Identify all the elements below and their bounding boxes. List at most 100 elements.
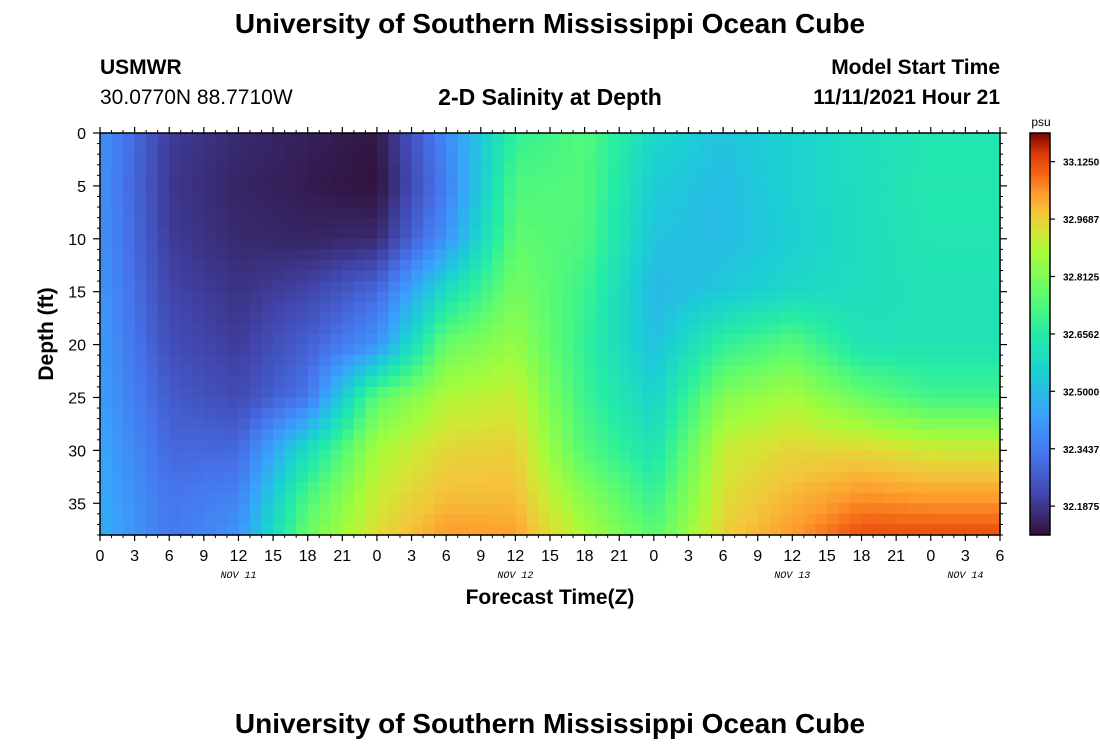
heatmap-cell [630,207,643,219]
heatmap-cell [873,281,886,293]
heatmap-cell [884,439,897,451]
heatmap-cell [434,291,447,303]
heatmap-cell [746,503,759,515]
heatmap-cell [780,312,793,325]
heatmap-cell [503,312,516,325]
heatmap-cell [723,429,736,441]
heatmap-cell [434,312,447,325]
heatmap-cell [365,503,378,515]
heatmap-cell [307,482,320,494]
heatmap-cell [226,133,240,145]
heatmap-cell [792,312,805,325]
heatmap-cell [492,259,505,272]
heatmap-cell [988,386,1001,399]
heatmap-cell [561,439,574,451]
heatmap-cell [123,164,136,176]
heatmap-cell [434,238,447,250]
heatmap-cell [457,133,470,145]
heatmap-cell [134,323,147,335]
heatmap-cell [596,217,609,229]
heatmap-cell [757,450,770,462]
heatmap-cell [157,228,170,240]
heatmap-cell [365,154,378,166]
heatmap-cell [746,408,759,420]
heatmap-cell [803,492,816,504]
heatmap-cell [838,334,851,346]
heatmap-cell [307,281,320,293]
heatmap-cell [492,344,505,356]
heatmap-cell [826,408,840,420]
heatmap-cell [492,291,505,303]
heatmap-cell [642,281,655,293]
heatmap-cell [826,482,840,494]
heatmap-cell [250,429,263,441]
heatmap-cell [353,524,366,536]
heatmap-cell [215,164,228,176]
heatmap-cell [238,281,251,293]
heatmap-cell [353,439,366,451]
heatmap-cell [700,281,713,293]
heatmap-cell [665,143,678,155]
heatmap-cell [711,164,724,176]
heatmap-cell [907,281,920,293]
heatmap-cell [215,460,228,473]
heatmap-cell [792,513,805,526]
heatmap-cell [734,492,747,504]
heatmap-cell [342,513,355,526]
heatmap-cell [261,164,274,176]
heatmap-cell [573,355,586,367]
heatmap-cell [307,323,320,335]
heatmap-cell [388,418,401,430]
heatmap-cell [250,270,263,282]
heatmap-cell [446,323,459,335]
heatmap-cell [873,196,886,208]
heatmap-cell [388,450,401,462]
heatmap-cell [123,185,136,198]
heatmap-cell [815,344,828,356]
heatmap-cell [746,524,759,536]
heatmap-cell [515,439,528,451]
heatmap-cell [826,418,840,430]
heatmap-cell [896,143,909,155]
heatmap-cell [780,429,793,441]
heatmap-cell [169,228,182,240]
heatmap-cell [238,270,251,282]
heatmap-cell [261,418,274,430]
heatmap-cell [469,217,482,229]
heatmap-cell [342,312,355,325]
heatmap-cell [550,513,563,526]
heatmap-cell [942,175,955,187]
heatmap-cell [676,175,690,187]
heatmap-cell [203,154,216,166]
heatmap-cell [803,323,816,335]
heatmap-cell [538,482,551,494]
heatmap-cell [965,281,978,293]
heatmap-cell [596,143,609,155]
heatmap-cell [342,482,355,494]
heatmap-cell [676,207,690,219]
heatmap-cell [169,355,182,367]
heatmap-cell [919,249,932,261]
heatmap-cell [850,376,863,388]
heatmap-cell [815,397,828,409]
heatmap-cell [238,302,251,314]
heatmap-cell [446,312,459,325]
heatmap-cell [330,133,343,145]
heatmap-cell [965,450,978,462]
heatmap-cell [596,513,609,526]
heatmap-cell [619,154,632,166]
heatmap-cell [261,217,274,229]
heatmap-cell [850,312,863,325]
heatmap-cell [850,323,863,335]
heatmap-cell [146,503,159,515]
heatmap-cell [573,365,586,377]
heatmap-cell [388,471,401,483]
heatmap-cell [769,185,782,198]
heatmap-cell [226,439,240,451]
heatmap-cell [676,133,690,145]
heatmap-cell [630,249,643,261]
heatmap-cell [861,460,874,473]
heatmap-cell [953,471,966,483]
heatmap-cell [134,439,147,451]
heatmap-cell [596,355,609,367]
